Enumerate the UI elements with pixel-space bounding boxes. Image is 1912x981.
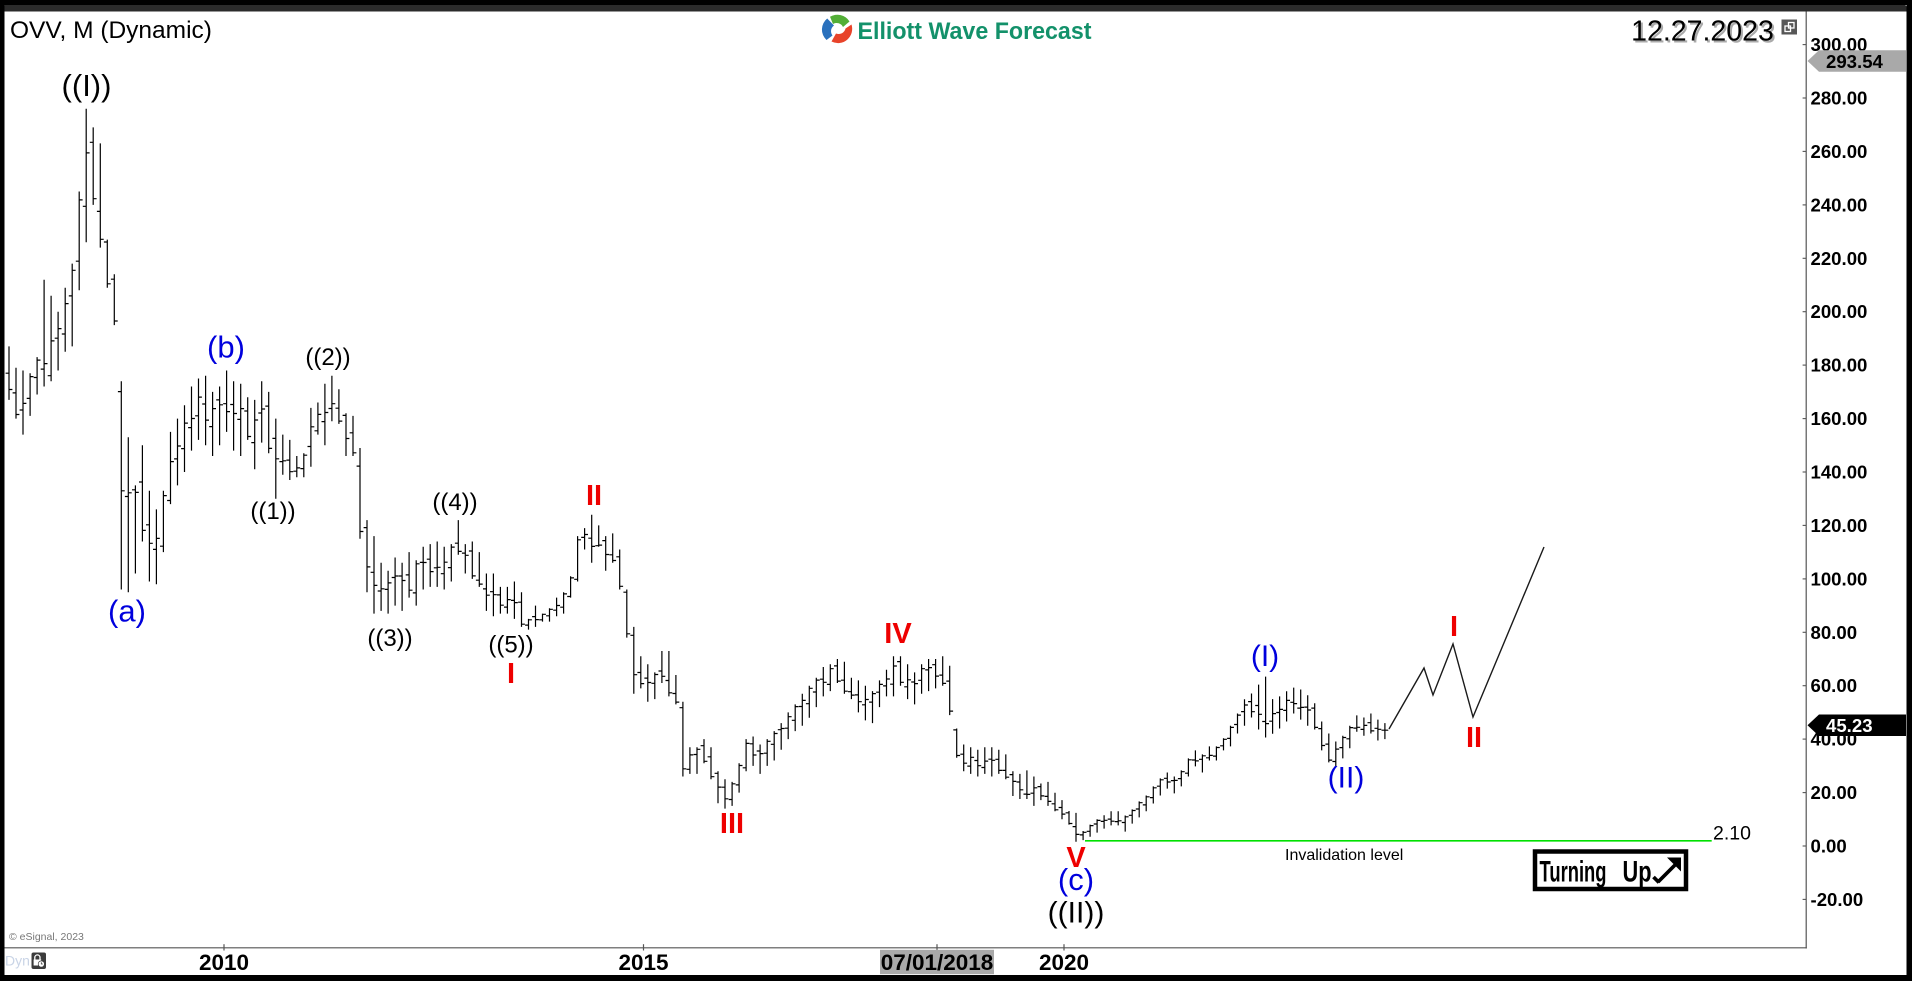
svg-text:07/01/2018: 07/01/2018 [881, 950, 994, 975]
svg-text:280.00: 280.00 [1811, 88, 1868, 109]
svg-text:240.00: 240.00 [1811, 194, 1868, 215]
svg-text:2020: 2020 [1039, 950, 1089, 975]
svg-text:0.00: 0.00 [1811, 836, 1847, 857]
svg-text:160.00: 160.00 [1811, 408, 1868, 429]
svg-text:II: II [586, 480, 602, 512]
svg-text:Invalidation level: Invalidation level [1285, 847, 1403, 864]
svg-text:80.00: 80.00 [1811, 622, 1858, 643]
svg-text:(c): (c) [1058, 862, 1094, 897]
svg-text:((5)): ((5)) [488, 632, 533, 659]
svg-text:120.00: 120.00 [1811, 515, 1868, 536]
svg-text:I: I [507, 658, 515, 690]
svg-text:260.00: 260.00 [1811, 141, 1868, 162]
svg-text:III: III [720, 808, 744, 840]
svg-text:20.00: 20.00 [1811, 782, 1858, 803]
svg-text:((2)): ((2)) [305, 344, 350, 371]
svg-text:(II): (II) [1328, 762, 1365, 795]
svg-text:V: V [1066, 842, 1086, 874]
svg-text:((1)): ((1)) [250, 498, 295, 525]
svg-text:© eSignal, 2023: © eSignal, 2023 [9, 931, 84, 943]
svg-text:140.00: 140.00 [1811, 462, 1868, 483]
svg-text:2015: 2015 [618, 950, 668, 975]
svg-text:Dyn: Dyn [5, 953, 30, 969]
svg-text:-20.00: -20.00 [1811, 889, 1864, 910]
svg-text:((4)): ((4)) [432, 489, 477, 516]
svg-text:(a): (a) [108, 594, 146, 629]
svg-text:((II)): ((II)) [1048, 897, 1105, 930]
svg-text:((I)): ((I)) [62, 68, 112, 103]
svg-text:45.23: 45.23 [1826, 715, 1873, 736]
svg-text:2010: 2010 [199, 950, 249, 975]
svg-text:12.27.2023: 12.27.2023 [1633, 18, 1776, 50]
svg-text:220.00: 220.00 [1811, 248, 1868, 269]
svg-text:60.00: 60.00 [1811, 675, 1858, 696]
svg-text:IV: IV [884, 618, 912, 650]
svg-text:Up: Up [1623, 856, 1652, 889]
svg-text:293.54: 293.54 [1826, 51, 1884, 72]
svg-text:12.27.2023: 12.27.2023 [1631, 16, 1774, 48]
svg-text:100.00: 100.00 [1811, 568, 1868, 589]
svg-text:((3)): ((3)) [367, 625, 412, 652]
svg-text:(b): (b) [207, 330, 245, 365]
svg-text:2.10: 2.10 [1713, 823, 1751, 845]
svg-text:300.00: 300.00 [1811, 34, 1868, 55]
svg-text:II: II [1466, 722, 1482, 754]
svg-text:180.00: 180.00 [1811, 355, 1868, 376]
svg-text:(I): (I) [1251, 640, 1279, 673]
svg-text:200.00: 200.00 [1811, 301, 1868, 322]
svg-text:Turning: Turning [1540, 856, 1607, 889]
svg-text:I: I [1450, 611, 1458, 643]
svg-text:Elliott Wave Forecast: Elliott Wave Forecast [858, 18, 1092, 45]
svg-text:OVV, M (Dynamic): OVV, M (Dynamic) [10, 17, 212, 44]
